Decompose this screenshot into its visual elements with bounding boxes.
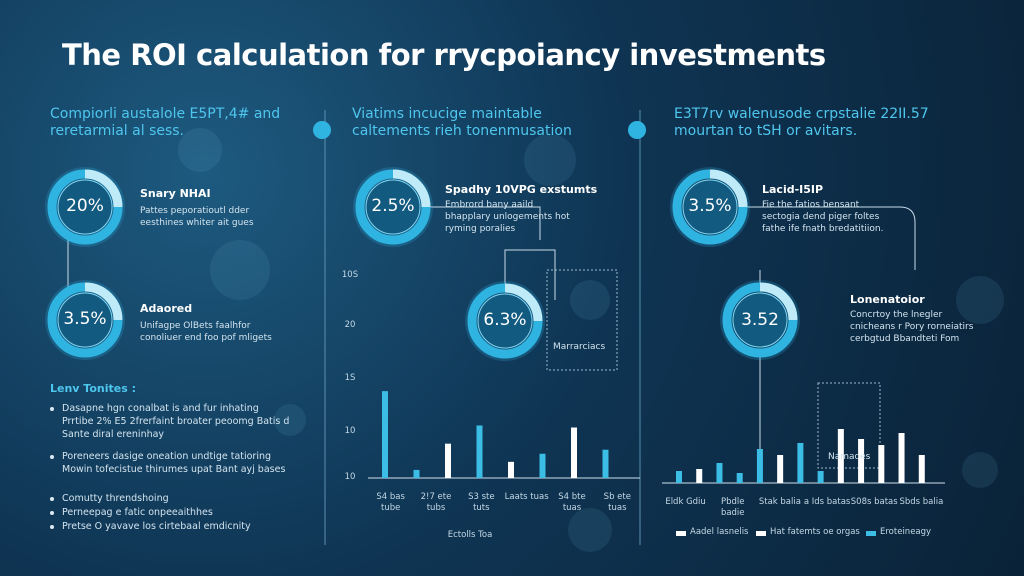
x-label: S4 bas tube [376,492,405,513]
legend-swatch [756,531,766,536]
item-text: Fie the fatios bensant sectogia dend pig… [762,200,884,234]
x-label: Eldk Gdiu [665,497,706,507]
item-title: Snary NHAI [140,187,211,200]
bar [676,471,682,483]
legend-entry: Eroteineagy [880,527,932,537]
y-label: 20 [344,320,356,330]
dot [628,121,646,139]
item-text: Embrord bany aaild bhapplary unlogements… [445,200,570,234]
donut-arc [709,169,748,208]
bar [878,445,885,483]
x-label: S3 ste tuts [468,492,495,513]
bar [918,455,925,483]
item-text: Pattes peporatioutl dder eesthines white… [140,206,254,228]
bar [696,469,703,483]
annotation: Namaoes [828,452,871,462]
bullet: Poreneers dasige oneation undtige tatior… [62,451,286,475]
item-title: Spadhy 10VPG exstumts [445,183,598,196]
percent: 6.3% [483,310,527,330]
bar [716,463,723,483]
column-heading: Compiorli austalole E5PT,4# and reretarm… [50,106,281,139]
bar [858,439,865,483]
legend-entry: Hat fatemts oe orgas [770,527,860,537]
bullet: Pretse O yavave los cirtebaal emdicnity [62,521,251,532]
donut-center [57,179,113,235]
dot [313,121,331,139]
bar [837,429,844,483]
y-label: 10 [344,426,356,436]
donut-center [732,292,788,348]
bullet-dot [50,497,54,501]
x-label: Sb ete tuas [603,492,631,513]
item-title: Lonenatoior [850,293,925,306]
column-heading: E3T7rv walenusode crpstalie 22II.57 mour… [674,106,929,139]
bullet: Comutty threndshoing [62,493,169,504]
callout-box [817,382,881,469]
title: The ROI calculation for rrycpoiancy inve… [62,38,826,72]
y-label: 10 [344,472,356,482]
donut-arc [759,282,798,321]
percent: 3.5% [63,309,107,329]
donut-center [57,292,113,348]
bar [898,433,905,483]
connector [429,206,556,300]
x-label: 2!7 ete tubs [420,492,452,513]
bullet-dot [50,511,54,515]
bar [797,443,804,483]
bar [777,455,784,483]
donut-arc [84,169,123,208]
item-title: Lacid-I5IP [762,183,824,196]
item-title: Adaored [140,302,193,315]
x-label: Laats tuas [504,492,549,502]
donut-center [365,179,421,235]
x-label: Pbdle badie [720,497,745,518]
donut-center [477,293,533,349]
legend-swatch [676,531,686,536]
bar [476,425,483,478]
bullet-dot [50,455,54,459]
x-label: Stak balia [758,497,801,507]
item-text: Unifagpe OlBets faalhfor conoliuer end f… [140,321,272,343]
bullet: Dasapne hgn conalbat is and fur inhating… [62,403,290,440]
item-text: Concrtoy the lnegler cnicheans r Pory ro… [850,310,974,344]
percent: 3.5% [688,196,732,216]
column-heading: Viatims incucige maintable caltements ri… [352,106,572,139]
bullet-dot [50,407,54,411]
donut-arc [392,169,431,208]
bar [413,469,420,478]
legend-swatch [866,531,876,536]
bar [539,453,546,478]
x-label: S08s batas [850,497,898,507]
donut-center [682,179,738,235]
bokeh [178,128,1004,552]
percent: 3.52 [741,310,779,330]
bar [756,449,763,483]
donut-arc [504,283,543,322]
bar [817,471,824,483]
y-label: 10S [341,270,359,280]
bar [736,473,743,483]
callout-box [546,269,618,371]
percent: 2.5% [371,196,415,216]
bar [602,449,609,478]
bullet: Perneepag e fatic onpeeaithhes [62,507,213,518]
x-label: S4 bte tuas [558,492,586,513]
bar [508,461,514,478]
donut-arc [84,282,123,321]
percent: 20% [66,196,104,216]
annotation: Marrarciacs [553,342,606,352]
x-label: Sbds balia [899,497,944,507]
bar [445,443,451,478]
bullet-dot [50,525,54,529]
bar [382,391,388,478]
x-label: a Ids batas [803,497,851,507]
y-label: 1S [344,373,356,383]
section-title: Lenv Tonites : [50,382,136,395]
bar [571,427,577,478]
x-title: Ectolls Toa [447,530,493,540]
legend-entry: Aadel lasnelis [690,527,749,537]
